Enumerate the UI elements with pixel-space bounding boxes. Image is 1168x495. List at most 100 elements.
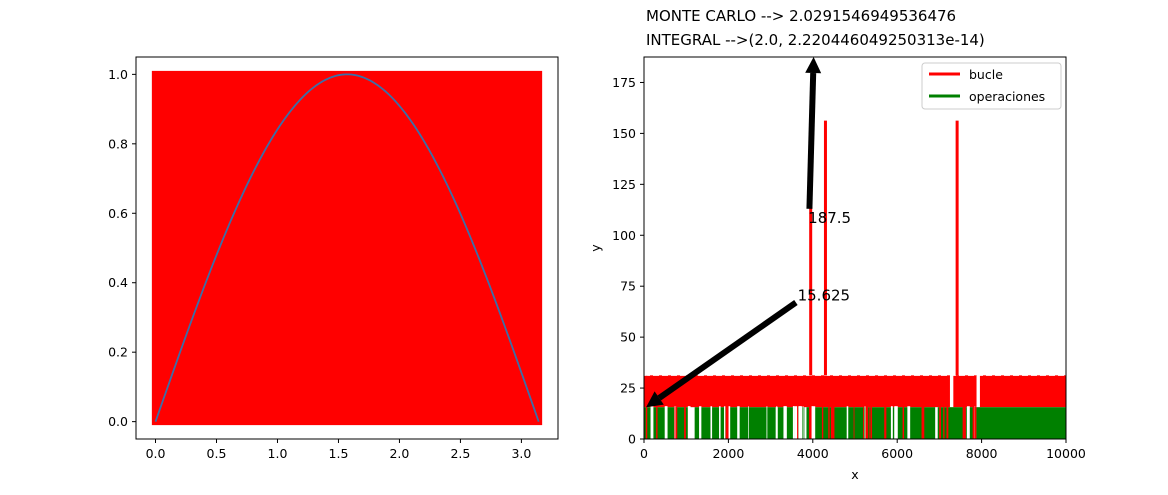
- left-x-tick-label: 2.0: [389, 446, 409, 461]
- series-operaciones-gap: [802, 406, 804, 439]
- left-x-tick-label: 1.5: [329, 446, 349, 461]
- series-bucle-trace: [656, 406, 658, 439]
- series-operaciones-gap: [891, 406, 893, 439]
- right-annotations: 187.5 15.625: [646, 57, 851, 408]
- series-operaciones-gap: [650, 406, 654, 439]
- series-bucle-trace: [869, 406, 871, 439]
- left-x-ticks: 0.0 0.5 1.0 1.5 2.0 2.5 3.0: [146, 439, 531, 461]
- right-y-tick-label: 175: [612, 75, 636, 90]
- series-operaciones-gap: [794, 406, 798, 439]
- series-bucle-trace: [943, 406, 945, 439]
- right-x-tick-label: 0: [640, 446, 648, 461]
- right-series-group: [644, 120, 1066, 439]
- series-bucle-trace: [884, 406, 887, 439]
- right-y-tick-label: 75: [620, 279, 636, 294]
- series-operaciones-gap: [748, 406, 749, 439]
- legend: bucle operaciones: [921, 62, 1062, 110]
- right-title-line-1: MONTE CARLO --> 2.0291546949536476: [646, 7, 956, 25]
- series-operaciones-gap: [724, 406, 726, 439]
- series-bucle-trace: [946, 406, 949, 439]
- left-y-tick-label: 0.6: [108, 206, 128, 221]
- left-x-tick-label: 0.5: [207, 446, 227, 461]
- legend-label-operaciones: operaciones: [969, 89, 1045, 104]
- series-operaciones-gap: [785, 406, 787, 439]
- series-bucle-trace: [675, 406, 677, 439]
- left-y-tick-label: 0.4: [108, 275, 128, 290]
- series-bucle-trace: [962, 406, 965, 439]
- annotation-label-2: 15.625: [798, 286, 851, 304]
- series-bucle-trace: [871, 406, 873, 439]
- series-operaciones-gap: [793, 406, 794, 439]
- series-bucle-trace: [726, 406, 729, 439]
- series-operaciones-gap: [689, 407, 695, 439]
- series-bucle-trace: [863, 406, 865, 439]
- left-fill-region: [151, 70, 543, 426]
- series-operaciones-gap: [775, 407, 778, 439]
- series-operaciones-gap: [737, 406, 740, 439]
- right-x-axis-label: x: [851, 467, 858, 482]
- right-y-axis-label: y: [588, 244, 603, 252]
- left-series-sine: [154, 73, 540, 422]
- series-operaciones-gap: [811, 406, 814, 439]
- series-operaciones-gap: [846, 406, 849, 439]
- series-operaciones-gap: [719, 406, 721, 439]
- series-operaciones-gap: [687, 406, 691, 439]
- right-x-tick-label: 4000: [797, 446, 829, 461]
- series-bucle-trace: [828, 406, 830, 439]
- right-y-ticks: 0 25 50 75 100 125 150 175: [612, 75, 644, 447]
- left-x-tick-label: 1.0: [268, 446, 288, 461]
- right-y-tick-label: 0: [628, 432, 636, 447]
- annotation-arrow-1-head: [805, 57, 822, 74]
- annotation-arrow-2-shaft: [657, 300, 798, 401]
- series-bucle-trace: [810, 406, 812, 439]
- right-y-tick-label: 125: [612, 177, 636, 192]
- series-operaciones-gap: [895, 406, 898, 439]
- left-x-tick-label: 0.0: [146, 446, 166, 461]
- right-x-tick-label: 8000: [966, 446, 998, 461]
- legend-label-bucle: bucle: [969, 67, 1003, 82]
- left-y-tick-label: 0.8: [108, 136, 128, 151]
- series-operaciones-gap: [804, 407, 807, 439]
- right-y-tick-label: 50: [620, 330, 636, 345]
- series-operaciones-gap: [799, 406, 803, 439]
- annotation-arrow-2-head: [646, 391, 664, 408]
- series-bucle-trace: [809, 406, 812, 439]
- series-bucle-trace: [921, 406, 925, 439]
- series-bucle-trace: [939, 406, 941, 439]
- series-operaciones-gap: [935, 407, 938, 439]
- series-bucle-trace: [830, 406, 834, 439]
- series-operaciones-gap: [766, 406, 768, 439]
- left-y-tick-label: 0.0: [108, 414, 128, 429]
- left-x-tick-label: 3.0: [511, 446, 531, 461]
- series-bucle-gap: [949, 375, 954, 408]
- right-chart: MONTE CARLO --> 2.0291546949536476 INTEG…: [588, 7, 1086, 482]
- left-x-tick-label: 2.5: [450, 446, 470, 461]
- right-x-tick-label: 10000: [1046, 446, 1086, 461]
- left-y-tick-label: 1.0: [108, 67, 128, 82]
- series-operaciones-band: [644, 407, 1066, 439]
- right-title-line-2: INTEGRAL -->(2.0, 2.220446049250313e-14): [646, 31, 985, 49]
- right-y-tick-label: 100: [612, 228, 636, 243]
- right-y-tick-label: 150: [612, 126, 636, 141]
- series-operaciones-gap: [675, 406, 676, 439]
- series-bucle-trace: [821, 406, 824, 439]
- series-bucle-trace: [902, 406, 905, 439]
- series-bucle-trace: [865, 406, 869, 439]
- series-operaciones-gap: [783, 406, 787, 439]
- annotation-label-1: 187.5: [808, 209, 851, 227]
- series-bucle-band: [644, 375, 1066, 408]
- series-operaciones-gap: [665, 406, 667, 439]
- series-operaciones-gap: [812, 406, 816, 439]
- left-plot-frame: [135, 56, 559, 440]
- series-operaciones-gap: [699, 406, 702, 439]
- right-x-tick-label: 6000: [881, 446, 913, 461]
- right-x-ticks: 0 2000 4000 6000 8000 10000: [640, 439, 1086, 461]
- series-bucle-trace: [796, 406, 799, 439]
- left-chart: 0.0 0.5 1.0 1.5 2.0 2.5 3.0 0.0 0.2 0.4 0.6 0.8 1.0: [108, 56, 559, 461]
- right-plot-frame: [643, 56, 1067, 440]
- right-y-tick-label: 25: [620, 381, 636, 396]
- series-operaciones-gap: [907, 406, 911, 439]
- series-bucle-trace: [808, 406, 810, 439]
- left-y-ticks: 0.0 0.2 0.4 0.6 0.8 1.0: [108, 67, 136, 429]
